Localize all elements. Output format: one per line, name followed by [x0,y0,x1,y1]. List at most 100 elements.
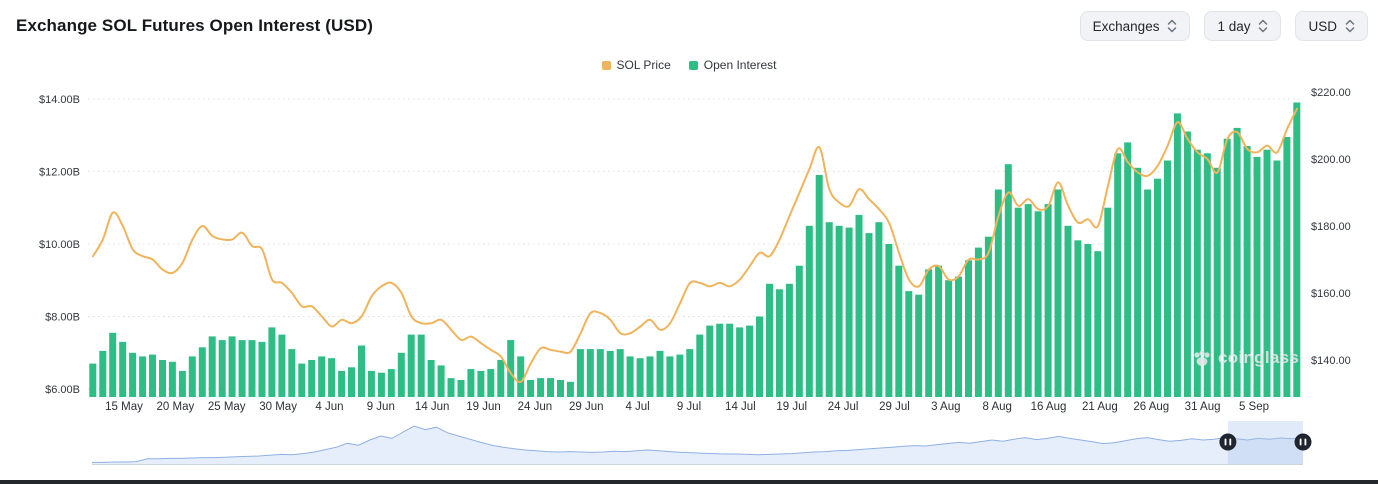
oi-bar[interactable] [746,325,754,397]
oi-bar[interactable] [358,345,365,398]
oi-bar[interactable] [367,370,375,397]
oi-bar[interactable] [168,361,176,397]
oi-bar[interactable] [596,349,604,397]
oi-bar[interactable] [1193,149,1201,397]
oi-bar[interactable] [397,352,405,397]
oi-bar[interactable] [825,222,833,397]
oi-bar[interactable] [1014,207,1022,397]
oi-bar[interactable] [686,349,694,397]
oi-bar[interactable] [437,365,445,397]
oi-bar[interactable] [248,340,256,397]
navigator-handle-left[interactable] [1219,433,1237,451]
oi-bar[interactable] [935,265,943,397]
oi-bar[interactable] [1253,156,1261,397]
oi-bar[interactable] [696,334,704,397]
oi-bar[interactable] [766,283,773,397]
oi-bar[interactable] [427,360,435,397]
sol-price-line[interactable] [92,107,1298,384]
oi-bar[interactable] [835,225,843,397]
oi-bar[interactable] [308,360,316,397]
main-chart-svg[interactable]: $6.00B $8.00B $10.00B $12.00B $14.00B $140.00… [0,76,1378,421]
oi-bar[interactable] [288,349,296,397]
oi-bar[interactable] [626,356,634,397]
oi-bar[interactable] [517,356,525,397]
oi-bar[interactable] [89,363,97,397]
oi-bar[interactable] [726,323,734,397]
oi-bar[interactable] [1114,153,1122,397]
oi-bar[interactable] [646,356,654,397]
exchanges-dropdown[interactable]: Exchanges [1079,11,1191,41]
navigator-handle-right[interactable] [1294,433,1312,451]
oi-bar[interactable] [984,236,992,397]
oi-bar[interactable] [945,280,953,397]
oi-bar[interactable] [1064,225,1072,397]
oi-bar[interactable] [1203,153,1211,397]
oi-bar[interactable] [547,378,554,397]
oi-bar[interactable] [228,336,236,397]
oi-bar[interactable] [527,380,535,397]
oi-bar[interactable] [616,349,624,397]
oi-bar[interactable] [1034,211,1042,397]
oi-bar[interactable] [377,372,385,397]
oi-bar[interactable] [875,222,883,397]
oi-bar[interactable] [507,340,515,397]
oi-bar[interactable] [1044,204,1052,397]
oi-bar[interactable] [1233,127,1241,398]
oi-bar[interactable] [1154,178,1161,397]
oi-bar[interactable] [636,358,644,397]
oi-bar[interactable] [576,349,584,397]
oi-bar[interactable] [198,347,206,397]
oi-bar[interactable] [606,350,614,397]
oi-bar[interactable] [208,336,216,397]
oi-bar[interactable] [109,332,117,397]
oi-bar[interactable] [268,327,276,397]
oi-bar[interactable] [805,225,813,397]
oi-bar[interactable] [1283,137,1291,397]
currency-dropdown[interactable]: USD [1295,11,1368,41]
legend-item-sol-price[interactable]: SOL Price [601,58,671,72]
oi-bar[interactable] [1183,131,1191,398]
oi-bar[interactable] [1263,149,1271,397]
oi-bar[interactable] [218,340,226,397]
navigator-area[interactable] [92,426,1303,464]
range-navigator-svg[interactable] [0,418,1378,468]
oi-bar[interactable] [566,381,574,397]
oi-bar[interactable] [706,325,714,397]
oi-bar[interactable] [795,265,803,397]
oi-bar[interactable] [119,341,127,397]
oi-bar[interactable] [457,380,465,397]
oi-bar[interactable] [1094,251,1102,397]
oi-bar[interactable] [1223,138,1231,398]
oi-bar[interactable] [1084,244,1092,397]
oi-bar[interactable] [417,334,425,397]
main-chart[interactable]: $6.00B $8.00B $10.00B $12.00B $14.00B $140.00… [0,76,1378,421]
oi-bar[interactable] [885,244,893,397]
oi-bar[interactable] [139,356,147,397]
oi-bar[interactable] [348,367,355,397]
oi-bar[interactable] [666,356,674,397]
navigator-selection[interactable] [1227,421,1303,464]
oi-bar[interactable] [159,360,166,397]
oi-bar[interactable] [994,189,1002,398]
oi-bar[interactable] [407,334,415,397]
oi-bar[interactable] [974,247,982,397]
oi-bar[interactable] [1293,102,1301,398]
oi-bar[interactable] [1243,146,1251,397]
oi-bar[interactable] [1004,164,1012,397]
oi-bar[interactable] [387,369,395,397]
oi-bar[interactable] [278,334,286,397]
oi-bar[interactable] [477,370,485,397]
oi-bar[interactable] [1104,207,1112,397]
oi-bar[interactable] [1134,167,1142,397]
oi-bar[interactable] [99,350,107,397]
oi-bar[interactable] [656,350,664,397]
oi-bar[interactable] [1213,167,1221,397]
oi-bar[interactable] [188,356,196,397]
oi-bar[interactable] [1124,142,1132,397]
range-navigator[interactable] [0,418,1378,468]
oi-bar[interactable] [815,175,823,397]
legend-item-open-interest[interactable]: Open Interest [688,58,776,72]
oi-bar[interactable] [676,354,684,397]
oi-bar[interactable] [716,323,724,397]
oi-bar[interactable] [258,341,266,397]
